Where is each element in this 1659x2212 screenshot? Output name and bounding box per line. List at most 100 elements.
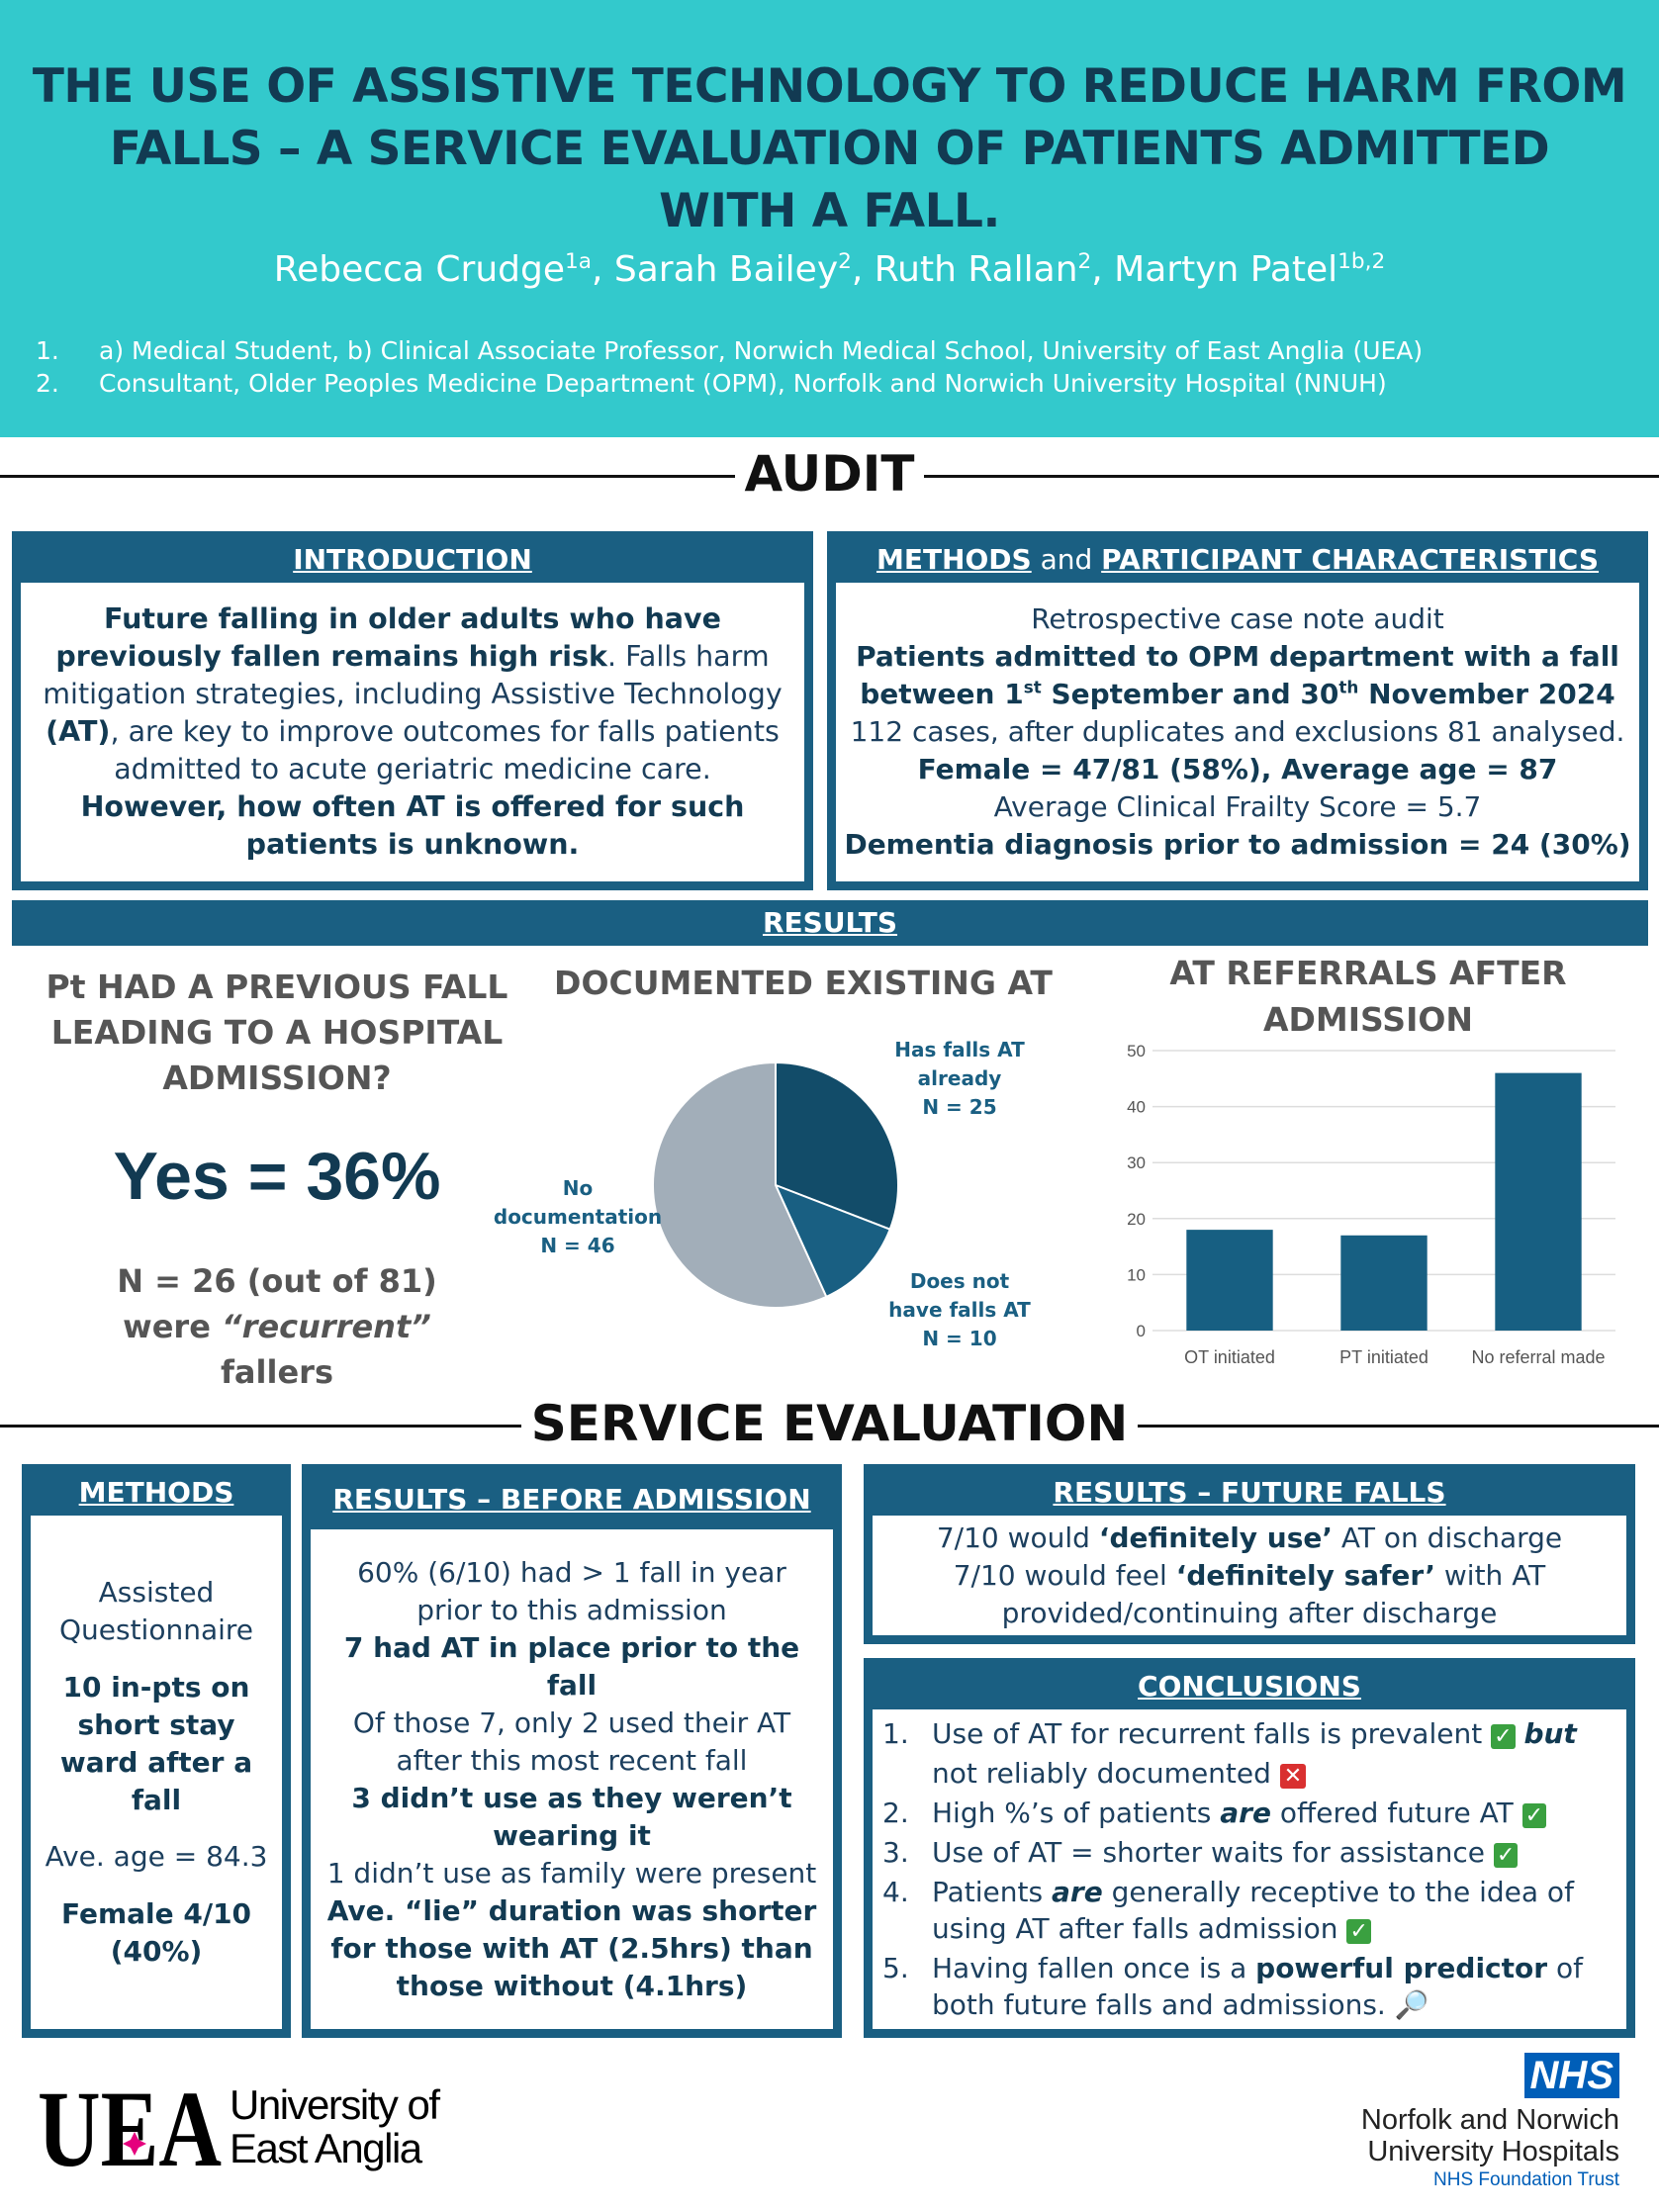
- magnifier-icon: 🔎: [1394, 1988, 1429, 2021]
- text-segment: are: [1220, 1797, 1271, 1829]
- x-tick-label: OT initiated: [1184, 1347, 1275, 1367]
- previous-fall-question: Pt HAD A PREVIOUS FALL LEADING TO A HOSP…: [46, 968, 508, 1097]
- text-segment: ‘definitely safer’: [1175, 1558, 1435, 1592]
- text-segment: Ave. “lie” duration was shorter for thos…: [326, 1893, 817, 2002]
- box-body: Assisted Questionnaire 10 in-pts on short…: [28, 1516, 285, 2032]
- text-line: Female 4/10 (40%): [45, 1895, 268, 1971]
- heading-text: RESULTS – FUTURE FALLS: [1053, 1476, 1446, 1509]
- box-body: 7/10 would ‘definitely use’ AT on discha…: [870, 1516, 1629, 1638]
- text-line: 1 didn’t use as family were present: [326, 1855, 817, 1892]
- bar-chart-title: AT REFERRALS AFTER: [1169, 954, 1566, 992]
- title-line: THE USE OF ASSISTIVE TECHNOLOGY TO REDUC…: [32, 59, 1627, 114]
- uea-name-line: East Anglia: [230, 2125, 422, 2171]
- text-segment: 7 had AT in place prior to the fall: [343, 1630, 800, 1702]
- text-line: 7 had AT in place prior to the fall: [326, 1629, 817, 1705]
- authors: Rebecca Crudge1a, Sarah Bailey2, Ruth Ra…: [0, 249, 1659, 290]
- conclusions-list: 1. Use of AT for recurrent falls is preva…: [882, 1715, 1616, 2023]
- box-body: Future falling in older adults who have …: [18, 583, 807, 884]
- text-segment: . Falls harm mitigation strategies, incl…: [43, 640, 783, 710]
- text-segment: Female 4/10 (40%): [60, 1896, 252, 1968]
- x-tick-label: No referral made: [1471, 1347, 1605, 1367]
- y-tick-label: 0: [1137, 1322, 1146, 1340]
- item-text: High %’s of patients are offered future …: [932, 1795, 1547, 1834]
- text-segment: 1 didn’t use as family were present: [326, 1856, 817, 1889]
- pie-slice: [775, 1060, 899, 1231]
- text-segment: Future falling in older adults who have …: [55, 602, 721, 673]
- heading-text: and: [1031, 543, 1102, 576]
- pie-label: No: [563, 1176, 593, 1200]
- text-segment: 7/10 would feel: [953, 1558, 1176, 1592]
- text-segment: However, how often AT is offered for suc…: [80, 790, 745, 861]
- pie-label: Does not: [910, 1269, 1010, 1293]
- text-segment: offered future AT: [1270, 1797, 1522, 1829]
- check-icon: ✓: [1521, 1803, 1547, 1828]
- pie-slice: [652, 1060, 828, 1309]
- results-charts: DOCUMENTED EXISTING AT Has falls AT alread…: [494, 954, 1615, 1367]
- text-segment: Average Clinical Frailty Score = 5.7: [993, 790, 1482, 823]
- text-segment: 2: [1077, 249, 1092, 274]
- conclusions-box: CONCLUSIONS 1. Use of AT for recurrent fa…: [864, 1658, 1635, 2038]
- box-body: Retrospective case note audit Patients ad…: [833, 583, 1642, 884]
- heading-text: PARTICIPANT CHARACTERISTICS: [1101, 543, 1600, 576]
- poster-title: THE USE OF ASSISTIVE TECHNOLOGY TO REDUC…: [0, 55, 1659, 242]
- box-heading: INTRODUCTION: [18, 537, 807, 583]
- text-segment: Female = 47/81 (58%), Average age = 87: [917, 753, 1558, 785]
- text-segment: are: [1051, 1876, 1103, 1908]
- heading-text: INTRODUCTION: [293, 543, 532, 576]
- pie-label: N = 10: [922, 1327, 996, 1350]
- item-number: 4.: [882, 1876, 909, 1908]
- pie-label: N = 46: [540, 1234, 614, 1257]
- text-line: Average Clinical Frailty Score = 5.7: [842, 788, 1633, 826]
- nhs-badge: NHS: [1523, 2053, 1619, 2098]
- text-segment: Having fallen once is a: [932, 1952, 1256, 1984]
- uea-name-line: University of: [230, 2081, 440, 2128]
- text-segment: Dementia diagnosis prior to admission = …: [844, 828, 1631, 861]
- text-segment: High %’s of patients: [932, 1797, 1221, 1829]
- affiliation-text: a) Medical Student, b) Clinical Associat…: [99, 336, 1424, 365]
- text-segment: September and 30: [1041, 678, 1339, 710]
- y-tick-label: 10: [1127, 1265, 1146, 1284]
- box-heading: METHODS and PARTICIPANT CHARACTERISTICS: [833, 537, 1642, 583]
- text-segment: 112 cases, after duplicates and exclusio…: [850, 715, 1625, 748]
- text-segment: Patients admitted to OPM department with…: [856, 640, 1619, 710]
- text-segment: , Sarah Bailey: [591, 249, 839, 290]
- text-line: 7/10 would ‘definitely use’ AT on discha…: [932, 1520, 1567, 1557]
- text-segment: Use of AT for recurrent falls is prevale…: [932, 1717, 1492, 1750]
- item-number: 3.: [882, 1836, 909, 1869]
- text-segment: Of those 7, only 2 used their AT after t…: [352, 1705, 791, 1777]
- text-line: 7/10 would feel ‘definitely safer’ with …: [932, 1557, 1567, 1632]
- text-line: Dementia diagnosis prior to admission = …: [842, 826, 1633, 864]
- title-line: FALLS – A SERVICE EVALUATION OF PATIENTS…: [109, 122, 1550, 176]
- check-icon: ✓: [1493, 1843, 1519, 1868]
- text-line: Retrospective case note audit: [842, 600, 1633, 638]
- text-segment: Patients: [932, 1876, 1052, 1908]
- text-segment: Retrospective case note audit: [1031, 602, 1444, 635]
- item-number: 1.: [882, 1717, 909, 1750]
- text-segment: , Martyn Patel: [1091, 249, 1338, 290]
- cross-icon: ✕: [1279, 1764, 1307, 1789]
- text-line: Ave. “lie” duration was shorter for thos…: [326, 1892, 817, 2005]
- nnuh-trust-line: NHS Foundation Trust: [1433, 2169, 1619, 2190]
- text-line: 112 cases, after duplicates and exclusio…: [842, 713, 1633, 751]
- box-body: 1. Use of AT for recurrent falls is preva…: [870, 1709, 1629, 2032]
- text-segment: , are key to improve outcomes for falls …: [110, 715, 780, 785]
- text-segment: Use of AT = shorter waits for assistance: [932, 1836, 1494, 1869]
- text-segment: 7/10 would: [936, 1521, 1099, 1554]
- text-segment: November 2024: [1358, 678, 1615, 710]
- box-heading: RESULTS – FUTURE FALLS: [870, 1470, 1629, 1516]
- text-line: Ave. age = 84.3: [45, 1838, 268, 1876]
- section-title-service-evaluation: SERVICE EVALUATION: [520, 1395, 1139, 1452]
- text-segment: “recurrent”: [222, 1308, 431, 1345]
- title-line: WITH A FALL.: [659, 184, 1000, 238]
- text-segment: Ave. age = 84.3: [45, 1840, 268, 1874]
- heading-text: RESULTS: [762, 906, 898, 939]
- bar-chart-title: ADMISSION: [1263, 1000, 1473, 1039]
- uea-logo: UEA University of East Anglia: [38, 2077, 440, 2176]
- text-segment: AT on discharge: [1333, 1521, 1563, 1554]
- pie-title: DOCUMENTED EXISTING AT: [554, 964, 1053, 1002]
- header-banner: [0, 0, 1659, 437]
- heading-text: CONCLUSIONS: [1138, 1670, 1361, 1703]
- nnuh-logo: NHS Norfolk and Norwich University Hospi…: [1361, 2053, 1619, 2191]
- text-segment: 10 in-pts on short stay ward after a fal…: [59, 1670, 253, 1816]
- box-heading: RESULTS – BEFORE ADMISSION: [308, 1470, 836, 1529]
